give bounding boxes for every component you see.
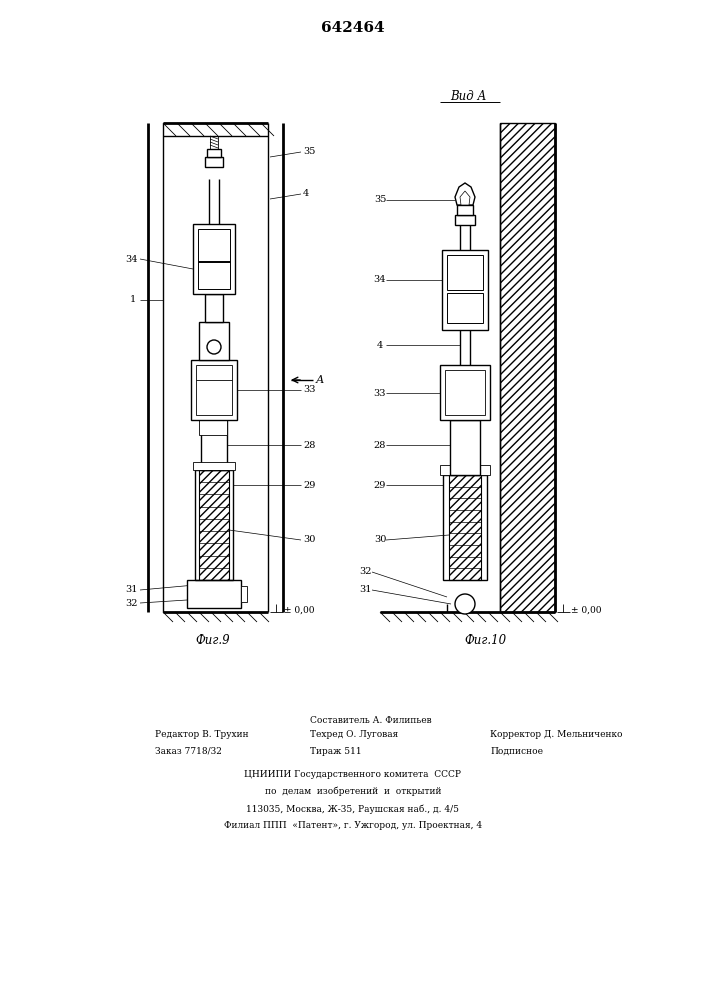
Bar <box>193 224 235 294</box>
Text: 32: 32 <box>126 598 139 607</box>
Polygon shape <box>460 191 470 205</box>
Bar <box>449 475 481 580</box>
Text: Филиал ППП  «Патент», г. Ужгород, ул. Проектная, 4: Филиал ППП «Патент», г. Ужгород, ул. Про… <box>224 821 482 830</box>
Text: 4: 4 <box>303 190 309 198</box>
Text: 35: 35 <box>303 147 315 156</box>
Bar <box>440 465 490 475</box>
Text: Составитель А. Филипьев: Составитель А. Филипьев <box>310 716 432 725</box>
Bar <box>205 157 223 167</box>
Bar <box>191 360 237 420</box>
Bar <box>198 229 230 262</box>
Bar <box>447 255 483 290</box>
Text: 28: 28 <box>374 440 386 450</box>
Text: 32: 32 <box>358 568 371 576</box>
Text: ЦНИИПИ Государственного комитета  СССР: ЦНИИПИ Государственного комитета СССР <box>245 770 462 779</box>
Text: Фиг.9: Фиг.9 <box>196 634 230 647</box>
Bar <box>198 261 230 289</box>
Text: Подписное: Подписное <box>490 747 543 756</box>
Bar <box>442 250 488 330</box>
Text: 35: 35 <box>374 196 386 205</box>
Text: 642464: 642464 <box>321 21 385 35</box>
Bar <box>187 580 241 608</box>
Bar <box>193 462 235 470</box>
Text: 28: 28 <box>303 440 315 450</box>
Text: ± 0,00: ± 0,00 <box>571 605 602 614</box>
Bar <box>455 215 475 225</box>
Text: Редактор В. Трухин: Редактор В. Трухин <box>155 730 249 739</box>
Bar <box>199 322 229 360</box>
Bar <box>457 205 473 215</box>
Text: Заказ 7718/32: Заказ 7718/32 <box>155 747 222 756</box>
Text: 29: 29 <box>303 481 315 489</box>
Bar <box>500 123 555 612</box>
Text: 31: 31 <box>358 585 371 594</box>
Bar <box>207 149 221 157</box>
Bar <box>440 365 490 420</box>
Text: 31: 31 <box>126 585 139 594</box>
Text: 4: 4 <box>377 340 383 350</box>
Bar <box>195 470 233 580</box>
Text: Техред О. Луговая: Техред О. Луговая <box>310 730 398 739</box>
Bar <box>199 420 227 435</box>
Text: по  делам  изобретений  и  открытий: по делам изобретений и открытий <box>264 787 441 796</box>
Text: Вид А: Вид А <box>450 91 486 104</box>
Text: А: А <box>316 375 325 385</box>
Text: 29: 29 <box>374 481 386 489</box>
Circle shape <box>455 594 475 614</box>
Text: 33: 33 <box>303 385 315 394</box>
Bar <box>443 475 487 580</box>
Text: 30: 30 <box>374 536 386 544</box>
Bar <box>445 370 485 415</box>
Text: 113035, Москва, Ж-35, Раушская наб., д. 4/5: 113035, Москва, Ж-35, Раушская наб., д. … <box>247 804 460 814</box>
Bar <box>205 294 223 322</box>
Bar <box>450 420 480 475</box>
Text: 1: 1 <box>130 296 136 304</box>
Text: 33: 33 <box>374 388 386 397</box>
Bar <box>199 470 229 580</box>
Polygon shape <box>455 183 475 205</box>
Bar <box>196 365 232 415</box>
Circle shape <box>207 340 221 354</box>
Text: 34: 34 <box>126 254 139 263</box>
Text: ± 0,00: ± 0,00 <box>284 605 315 614</box>
Text: 30: 30 <box>303 536 315 544</box>
Text: 34: 34 <box>374 275 386 284</box>
Text: Тираж 511: Тираж 511 <box>310 747 361 756</box>
Text: Корректор Д. Мельниченко: Корректор Д. Мельниченко <box>490 730 622 739</box>
Bar <box>201 420 227 470</box>
Text: Фиг.10: Фиг.10 <box>464 634 506 647</box>
Bar <box>241 586 247 602</box>
Bar <box>447 293 483 323</box>
